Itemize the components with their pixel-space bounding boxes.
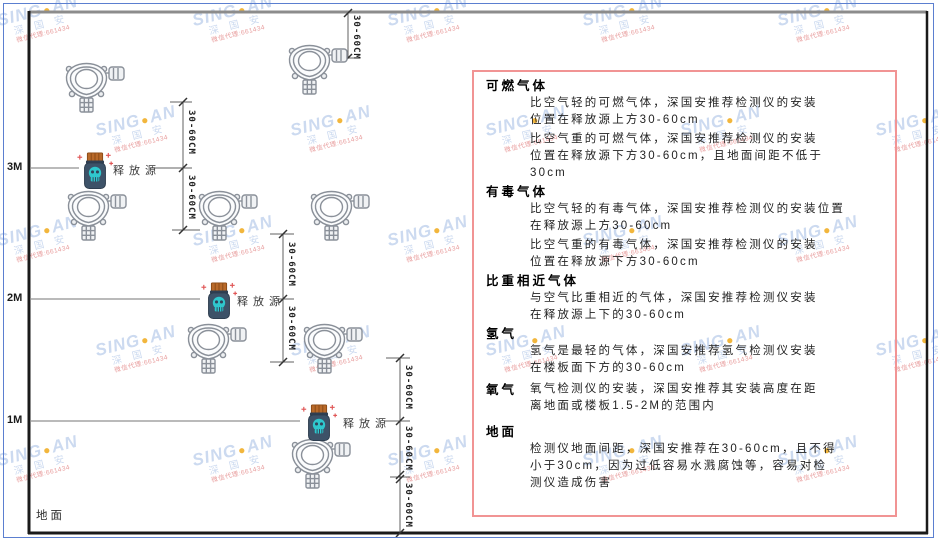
section-oxygen: 氧气 氧气检测仪的安装，深国安推荐其安装高度在距 离地面或楼板1.5-2M的范围…	[486, 379, 883, 417]
dim-label-30-60cm: 30-60CM	[403, 483, 413, 528]
gas-detector-icon	[301, 321, 365, 380]
section-similar-density-gas: 比重相近气体 与空气比重相近的气体，深国安推荐检测仪安装 在释放源上下的30-6…	[486, 274, 883, 324]
dim-label-30-60cm: 30-60CM	[186, 110, 196, 155]
release-source-icon	[200, 281, 238, 326]
gas-detector-icon	[308, 188, 372, 247]
level-label-3m: 3M	[7, 161, 23, 173]
release-source-label: 释放源	[237, 296, 285, 308]
section-heading: 氢气	[486, 327, 518, 341]
dim-label-30-60cm: 30-60CM	[286, 242, 296, 287]
section-paragraph: 比空气重的有毒气体，深国安推荐检测仪的安装 位置在释放源下方30-60cm	[530, 239, 818, 268]
section-paragraph: 比空气轻的有毒气体，深国安推荐检测仪的安装位置 在释放源上方30-60cm	[530, 203, 846, 232]
section-ground: 地面 检测仪地面间距，深国安推荐在30-60cm，且不得 小于30cm，因为过低…	[486, 425, 883, 492]
gas-detector-icon	[196, 188, 260, 247]
level-label-1m: 1M	[7, 414, 23, 426]
section-toxic-gas: 有毒气体 比空气轻的有毒气体，深国安推荐检测仪的安装位置 在释放源上方30-60…	[486, 185, 883, 271]
section-paragraph: 氧气检测仪的安装，深国安推荐其安装高度在距 离地面或楼板1.5-2M的范围内	[530, 383, 818, 412]
gas-detector-icon	[286, 42, 350, 101]
dim-2m-source	[270, 229, 294, 367]
section-paragraph: 检测仪地面间距，深国安推荐在30-60cm，且不得 小于30cm，因为过低容易水…	[530, 443, 837, 489]
section-paragraph: 比空气重的可燃气体，深国安推荐检测仪的安装 位置在释放源下方30-60cm，且地…	[530, 133, 824, 179]
release-source-icon	[76, 151, 114, 196]
section-paragraph: 与空气比重相近的气体，深国安推荐检测仪安装 在释放源上下的30-60cm	[530, 292, 818, 321]
gas-detector-icon	[65, 188, 129, 247]
dim-label-30-60cm: 30-60CM	[403, 365, 413, 410]
section-heading: 有毒气体	[486, 185, 549, 199]
dim-1m-to-ground	[384, 353, 410, 538]
section-heading: 地面	[486, 425, 518, 439]
ground-label: 地面	[36, 510, 65, 522]
gas-detector-icon	[185, 321, 249, 380]
section-hydrogen: 氢气 氢气是最轻的气体，深国安推荐氢气检测仪安装 在楼板面下方的30-60cm	[486, 327, 883, 377]
section-heading: 比重相近气体	[486, 274, 580, 288]
release-source-icon	[300, 403, 338, 448]
dim-3m-source	[150, 97, 200, 235]
dim-label-30-60cm: 30-60CM	[403, 426, 413, 471]
level-label-2m: 2M	[7, 292, 23, 304]
installation-guide-panel: 可燃气体 比空气轻的可燃气体，深国安推荐检测仪的安装 位置在释放源上方30-60…	[472, 70, 897, 517]
section-paragraph: 比空气轻的可燃气体，深国安推荐检测仪的安装 位置在释放源上方30-60cm	[530, 97, 818, 126]
section-paragraph: 氢气是最轻的气体，深国安推荐氢气检测仪安装 在楼板面下方的30-60cm	[530, 345, 818, 374]
section-heading: 可燃气体	[486, 79, 549, 93]
gas-detector-icon	[63, 60, 127, 119]
release-source-label: 释放源	[113, 165, 161, 177]
dim-label-30-60cm: 30-60CM	[186, 175, 196, 220]
section-flammable-gas: 可燃气体 比空气轻的可燃气体，深国安推荐检测仪的安装 位置在释放源上方30-60…	[486, 79, 883, 182]
release-source-label: 释放源	[343, 418, 391, 430]
dim-label-30-60cm: 30-60CM	[286, 306, 296, 351]
section-heading: 氧气	[486, 383, 518, 397]
dim-label-30-60cm: 30-60CM	[351, 15, 361, 60]
